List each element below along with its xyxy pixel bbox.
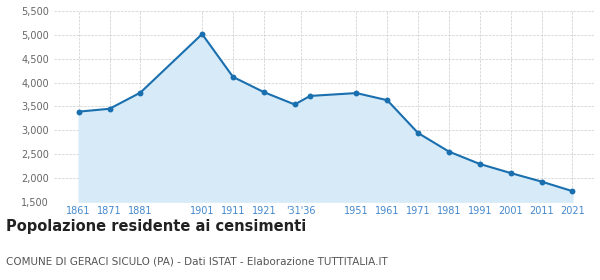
Point: [568, 189, 577, 193]
Point: [506, 171, 515, 175]
Point: [74, 109, 83, 114]
Point: [537, 179, 547, 184]
Point: [228, 75, 238, 79]
Point: [105, 107, 115, 111]
Text: Popolazione residente ai censimenti: Popolazione residente ai censimenti: [6, 219, 306, 234]
Point: [413, 131, 423, 135]
Point: [259, 90, 269, 94]
Text: COMUNE DI GERACI SICULO (PA) - Dati ISTAT - Elaborazione TUTTITALIA.IT: COMUNE DI GERACI SICULO (PA) - Dati ISTA…: [6, 256, 388, 267]
Point: [290, 102, 299, 107]
Point: [197, 32, 207, 36]
Point: [382, 98, 392, 102]
Point: [475, 162, 485, 166]
Point: [444, 150, 454, 154]
Point: [352, 91, 361, 95]
Point: [136, 90, 145, 95]
Point: [305, 94, 315, 98]
